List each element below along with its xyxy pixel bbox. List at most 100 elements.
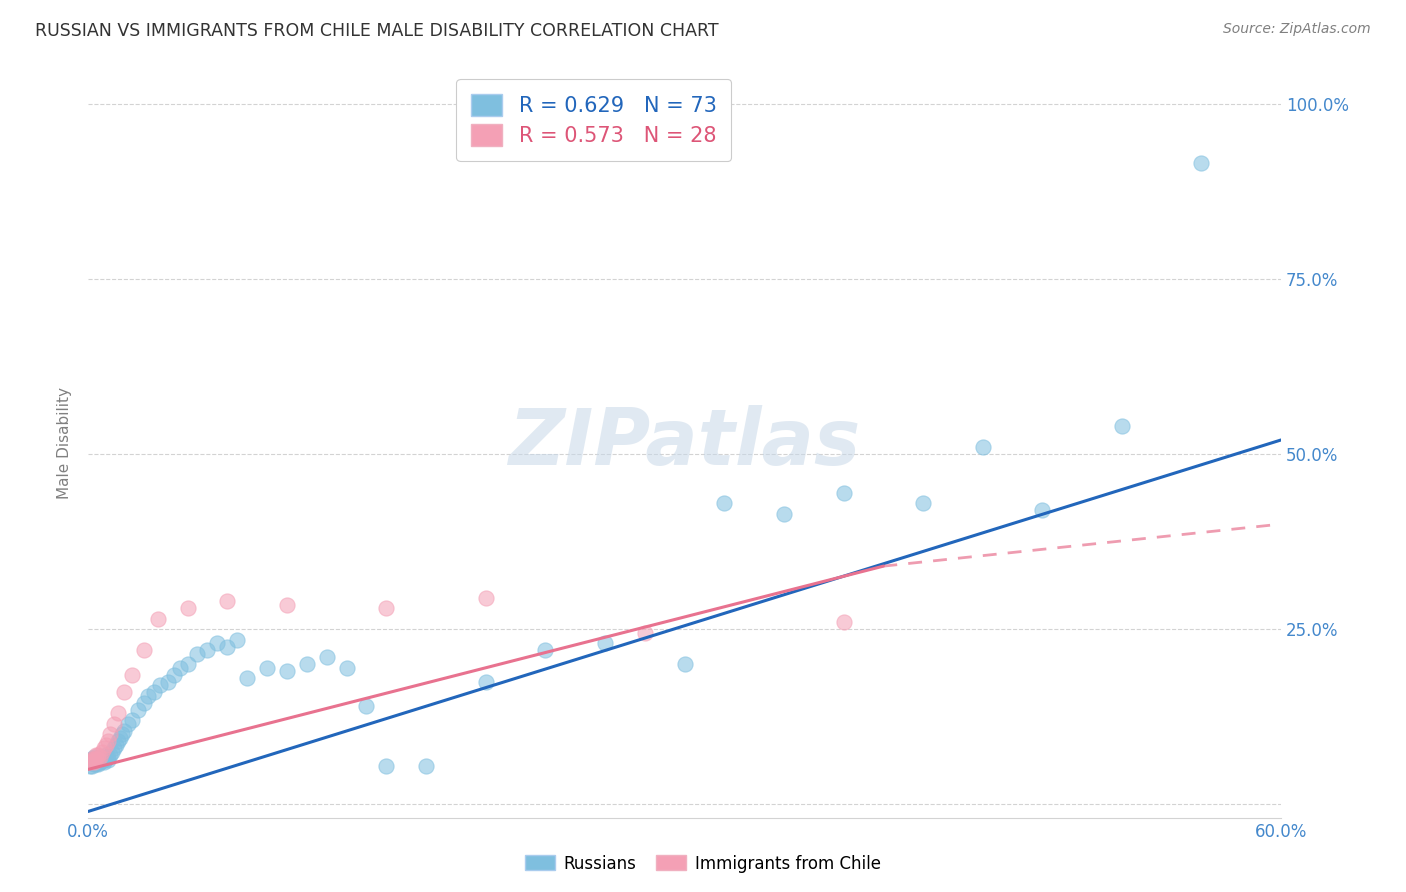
- Point: [82, 752, 104, 766]
- Point: [83, 750, 105, 764]
- Point: [87, 752, 110, 766]
- Point: [112, 685, 135, 699]
- Point: [87, 748, 110, 763]
- Point: [91, 752, 114, 766]
- Point: [91, 754, 114, 768]
- Legend: Russians, Immigrants from Chile: Russians, Immigrants from Chile: [519, 848, 887, 880]
- Point: [94, 738, 117, 752]
- Point: [474, 591, 496, 605]
- Point: [121, 714, 143, 728]
- Point: [84, 748, 107, 763]
- Point: [82, 754, 104, 768]
- Point: [295, 657, 318, 672]
- Point: [83, 752, 105, 766]
- Point: [87, 752, 110, 766]
- Point: [832, 615, 855, 630]
- Point: [89, 750, 111, 764]
- Text: Source: ZipAtlas.com: Source: ZipAtlas.com: [1223, 22, 1371, 37]
- Point: [103, 741, 125, 756]
- Point: [236, 671, 259, 685]
- Point: [593, 636, 616, 650]
- Point: [149, 678, 172, 692]
- Point: [375, 601, 398, 615]
- Point: [84, 752, 107, 766]
- Point: [1191, 156, 1213, 170]
- Point: [107, 734, 129, 748]
- Point: [713, 496, 735, 510]
- Point: [91, 745, 114, 759]
- Point: [132, 643, 155, 657]
- Point: [1111, 419, 1133, 434]
- Point: [97, 753, 120, 767]
- Point: [356, 699, 378, 714]
- Point: [534, 643, 557, 657]
- Point: [127, 703, 149, 717]
- Point: [176, 601, 198, 615]
- Point: [186, 647, 208, 661]
- Point: [136, 689, 159, 703]
- Point: [673, 657, 696, 672]
- Point: [94, 752, 117, 766]
- Point: [84, 753, 107, 767]
- Point: [84, 756, 107, 770]
- Point: [117, 716, 139, 731]
- Point: [82, 752, 104, 766]
- Point: [82, 759, 104, 773]
- Text: ZIPatlas: ZIPatlas: [509, 406, 860, 482]
- Point: [773, 507, 796, 521]
- Point: [912, 496, 935, 510]
- Point: [84, 752, 107, 766]
- Point: [89, 753, 111, 767]
- Point: [97, 734, 120, 748]
- Point: [142, 685, 165, 699]
- Point: [83, 754, 105, 768]
- Point: [169, 661, 191, 675]
- Point: [108, 731, 131, 745]
- Point: [93, 752, 115, 766]
- Point: [176, 657, 198, 672]
- Point: [87, 756, 110, 771]
- Point: [82, 756, 104, 770]
- Point: [97, 749, 120, 764]
- Point: [98, 727, 121, 741]
- Point: [103, 716, 125, 731]
- Point: [89, 749, 111, 764]
- Point: [111, 727, 134, 741]
- Point: [94, 748, 117, 763]
- Point: [146, 612, 169, 626]
- Point: [217, 640, 239, 654]
- Point: [91, 749, 114, 764]
- Point: [832, 485, 855, 500]
- Point: [972, 440, 994, 454]
- Point: [415, 759, 437, 773]
- Point: [104, 738, 127, 752]
- Point: [79, 756, 101, 770]
- Point: [217, 594, 239, 608]
- Point: [375, 759, 398, 773]
- Point: [83, 756, 105, 770]
- Point: [89, 756, 111, 770]
- Point: [132, 696, 155, 710]
- Point: [79, 759, 101, 773]
- Point: [276, 598, 298, 612]
- Point: [87, 753, 110, 767]
- Point: [83, 753, 105, 767]
- Point: [107, 706, 129, 721]
- Point: [121, 667, 143, 681]
- Point: [474, 674, 496, 689]
- Legend: R = 0.629   N = 73, R = 0.573   N = 28: R = 0.629 N = 73, R = 0.573 N = 28: [457, 78, 731, 161]
- Point: [1031, 503, 1053, 517]
- Point: [87, 756, 110, 770]
- Point: [634, 625, 657, 640]
- Point: [207, 636, 229, 650]
- Point: [156, 674, 179, 689]
- Point: [112, 723, 135, 738]
- Point: [83, 756, 105, 771]
- Point: [162, 667, 184, 681]
- Point: [226, 632, 249, 647]
- Point: [336, 661, 359, 675]
- Point: [93, 756, 115, 770]
- Point: [101, 745, 124, 759]
- Y-axis label: Male Disability: Male Disability: [58, 387, 72, 500]
- Point: [84, 756, 107, 771]
